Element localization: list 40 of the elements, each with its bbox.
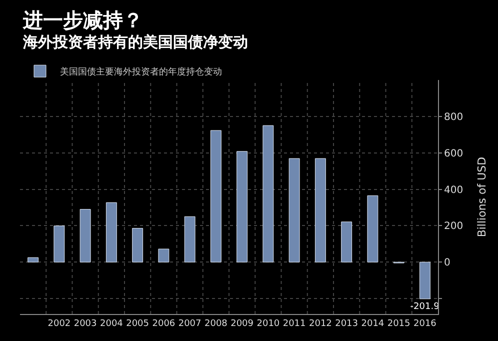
x-tick-label: 2003 — [74, 318, 97, 329]
y-tick-label: 0 — [444, 258, 450, 269]
y-tick-label: 800 — [444, 112, 464, 123]
bar — [262, 125, 274, 262]
bar — [341, 222, 352, 262]
bar — [419, 262, 430, 300]
y-tick-label: 200 — [444, 221, 464, 232]
bar — [28, 257, 39, 262]
chart-title: 进一步减持？ — [22, 8, 143, 32]
x-tick-label: 2015 — [387, 318, 410, 329]
y-tick-label: 400 — [444, 184, 464, 196]
bar — [367, 195, 378, 262]
bar — [106, 202, 117, 262]
x-tick-label: 2009 — [230, 318, 254, 329]
x-tick-label: 2005 — [126, 318, 150, 329]
x-tick-label: 2010 — [256, 318, 280, 329]
bar — [54, 226, 65, 262]
y-tick-label: 600 — [444, 148, 464, 160]
x-tick-label: 2002 — [48, 318, 71, 329]
bar — [210, 130, 222, 262]
bar — [132, 228, 144, 262]
x-tick-label: 2012 — [308, 318, 332, 329]
bar — [314, 158, 326, 262]
x-tick-label: 2007 — [178, 318, 202, 329]
x-tick-label: 2004 — [100, 318, 124, 329]
data-label: -201.9 — [410, 302, 440, 312]
bar — [236, 151, 248, 262]
chart-subtitle: 海外投资者持有的美国国债净变动 — [22, 33, 248, 51]
x-tick-label: 2008 — [204, 318, 228, 329]
bar — [80, 209, 91, 262]
x-tick-label: 2016 — [413, 318, 437, 329]
x-tick-label: 2014 — [361, 318, 384, 329]
bar — [184, 216, 196, 262]
x-tick-label: 2013 — [335, 318, 358, 329]
x-tick-label: 2011 — [282, 318, 306, 329]
x-tick-label: 2006 — [152, 318, 176, 329]
y-axis-title: Billions of USD — [475, 156, 488, 238]
bar — [288, 158, 300, 262]
bar — [158, 248, 170, 262]
legend-label: 美国国债主要海外投资者的年度持仓变动 — [60, 66, 222, 78]
